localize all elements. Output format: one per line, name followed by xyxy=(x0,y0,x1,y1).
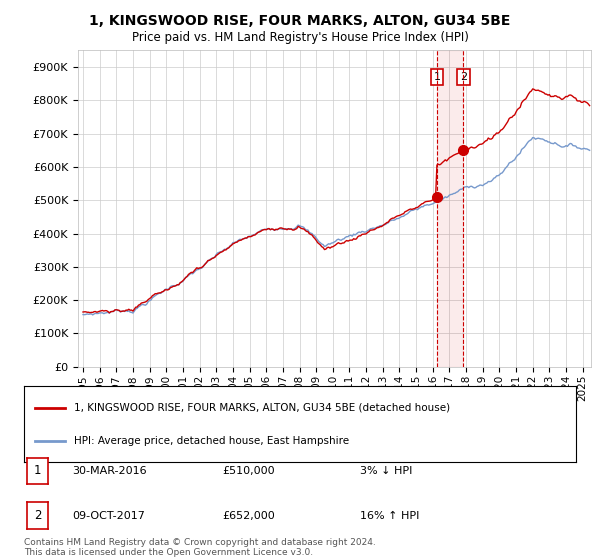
Text: 1: 1 xyxy=(34,464,41,478)
Text: 2: 2 xyxy=(34,509,41,522)
Text: Price paid vs. HM Land Registry's House Price Index (HPI): Price paid vs. HM Land Registry's House … xyxy=(131,31,469,44)
Text: 2: 2 xyxy=(460,72,467,82)
Text: £510,000: £510,000 xyxy=(222,466,275,476)
Text: HPI: Average price, detached house, East Hampshire: HPI: Average price, detached house, East… xyxy=(74,436,349,446)
Text: £652,000: £652,000 xyxy=(222,511,275,521)
Text: Contains HM Land Registry data © Crown copyright and database right 2024.
This d: Contains HM Land Registry data © Crown c… xyxy=(24,538,376,557)
Text: 1, KINGSWOOD RISE, FOUR MARKS, ALTON, GU34 5BE: 1, KINGSWOOD RISE, FOUR MARKS, ALTON, GU… xyxy=(89,14,511,28)
Text: 1: 1 xyxy=(433,72,440,82)
Text: 09-OCT-2017: 09-OCT-2017 xyxy=(72,511,145,521)
Text: 3% ↓ HPI: 3% ↓ HPI xyxy=(360,466,412,476)
Text: 16% ↑ HPI: 16% ↑ HPI xyxy=(360,511,419,521)
Text: 1, KINGSWOOD RISE, FOUR MARKS, ALTON, GU34 5BE (detached house): 1, KINGSWOOD RISE, FOUR MARKS, ALTON, GU… xyxy=(74,403,450,413)
Bar xyxy=(437,50,463,367)
Text: 30-MAR-2016: 30-MAR-2016 xyxy=(72,466,146,476)
